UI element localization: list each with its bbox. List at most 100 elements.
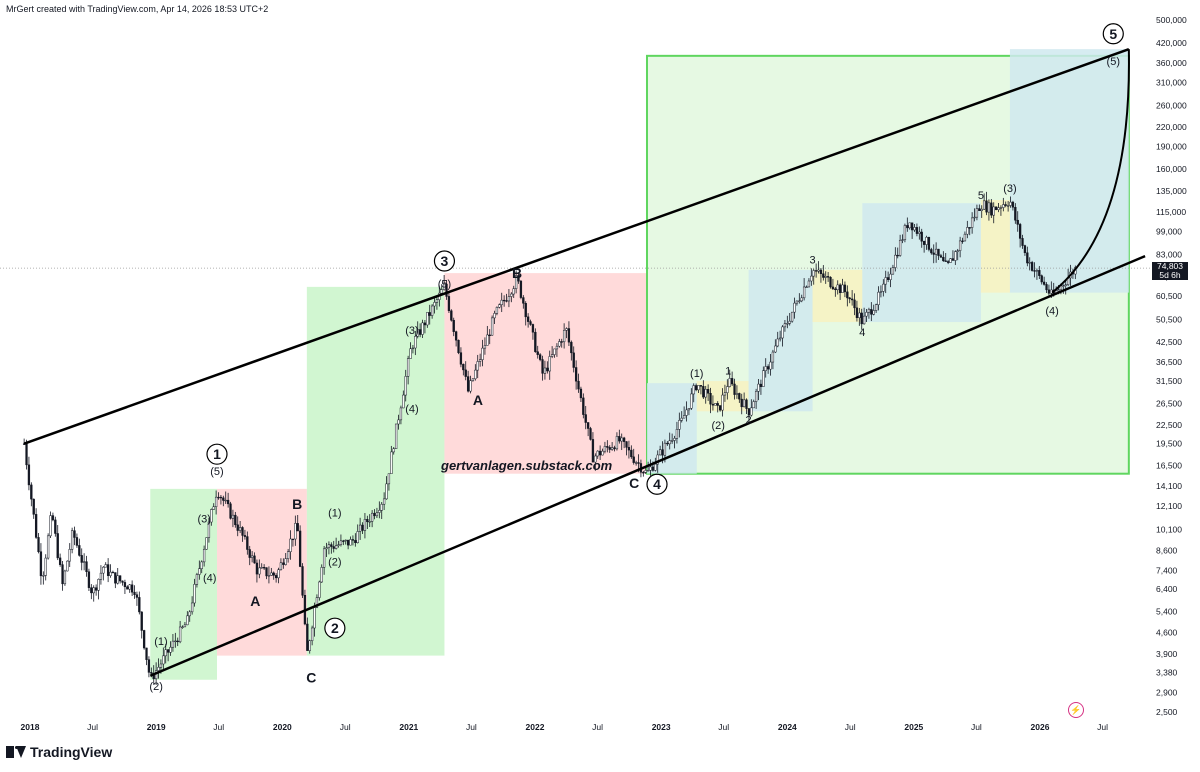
candle-body — [68, 549, 71, 562]
candle-body — [702, 386, 705, 398]
candle-body — [1033, 270, 1036, 272]
candle-body — [601, 450, 604, 456]
candle-body — [524, 303, 527, 318]
candle-body — [342, 540, 345, 542]
wave-label: C — [629, 475, 639, 491]
candle-body — [961, 240, 964, 242]
y-tick-label: 135,000 — [1156, 186, 1187, 196]
candle-body — [54, 519, 57, 534]
candle-body — [195, 574, 199, 585]
candle-body — [879, 291, 883, 293]
candle-body — [534, 331, 537, 352]
candle-body — [1023, 245, 1027, 254]
candle-body — [865, 311, 868, 317]
candle-body — [178, 626, 182, 643]
candle-body — [82, 561, 86, 563]
candle-body — [452, 319, 455, 332]
candle-body — [846, 291, 849, 299]
candle-body — [620, 437, 623, 442]
candle-body — [363, 519, 367, 531]
candle-body — [1011, 201, 1015, 208]
candle-body — [738, 393, 741, 400]
candle-body — [1026, 252, 1029, 264]
candle-body — [565, 328, 568, 331]
candle-body — [61, 564, 64, 585]
candle-body — [790, 311, 794, 322]
candle-body — [421, 322, 424, 335]
candle-body — [973, 216, 976, 219]
candle-body — [757, 383, 760, 392]
candle-body — [512, 288, 515, 295]
candle-body — [685, 409, 688, 416]
candle-body — [409, 348, 412, 359]
wave-label: (1) — [690, 368, 703, 380]
x-tick-label: 2019 — [147, 722, 166, 732]
candle-body — [234, 514, 237, 526]
candle-body — [1009, 201, 1012, 206]
candle-body — [490, 317, 494, 336]
candle-body — [39, 551, 43, 577]
wave-label: (2) — [328, 557, 341, 569]
bar-countdown-tag: 5d 6h — [1152, 271, 1188, 281]
candle-body — [42, 575, 45, 577]
candle-body — [850, 298, 854, 301]
candle-body — [171, 640, 175, 648]
candle-body — [476, 361, 479, 371]
candle-body — [529, 321, 532, 325]
candle-body — [243, 535, 247, 537]
y-tick-label: 310,000 — [1156, 77, 1187, 87]
candle-body — [843, 284, 847, 293]
candle-body — [428, 312, 431, 316]
candle-body — [886, 277, 890, 280]
candle-body — [718, 405, 722, 411]
candle-body — [344, 539, 347, 542]
candle-body — [498, 304, 501, 308]
candle-body — [44, 557, 47, 576]
candle-body — [999, 207, 1003, 209]
candle-body — [404, 376, 407, 396]
candle-body — [1016, 219, 1019, 225]
candle-body — [277, 569, 280, 579]
candle-body — [927, 236, 931, 250]
candle-body — [229, 503, 232, 519]
x-tick-label: 2026 — [1031, 722, 1050, 732]
candle-body — [34, 514, 38, 538]
candle-body — [598, 450, 602, 456]
candle-body — [505, 300, 508, 302]
time-axis[interactable]: 2018 Jul 2019 Jul 2020 Jul 2021 Jul 2022 Jul 2023 J… — [21, 722, 1109, 732]
candle-body — [766, 366, 770, 370]
candle-body — [349, 539, 352, 546]
candle-body — [754, 391, 758, 402]
candle-body — [810, 275, 813, 282]
tradingview-brand[interactable]: TradingView — [6, 744, 112, 760]
candle-body — [649, 466, 652, 471]
candle-body — [200, 561, 203, 569]
y-tick-label: 19,500 — [1156, 439, 1182, 449]
candle-body — [522, 297, 525, 304]
candle-body — [51, 515, 55, 521]
candle-body — [442, 283, 446, 290]
candle-body — [73, 530, 76, 538]
candle-body — [255, 562, 259, 575]
candle-body — [90, 587, 93, 594]
candle-body — [198, 568, 201, 575]
candle-body — [267, 575, 271, 577]
y-tick-label: 6,400 — [1156, 584, 1178, 594]
candle-body — [454, 331, 458, 341]
price-axis[interactable]: 500,000 420,000 360,000 310,000 260,000 220,0… — [1156, 15, 1187, 717]
y-tick-label: 360,000 — [1156, 58, 1187, 68]
candle-body — [646, 470, 650, 472]
flash-icon[interactable]: ⚡ — [1068, 702, 1084, 718]
candle-body — [30, 484, 33, 500]
candle-body — [270, 572, 273, 576]
candle-body — [812, 270, 815, 277]
candle-body — [1047, 289, 1051, 294]
candle-body — [814, 270, 818, 272]
y-tick-label: 5,400 — [1156, 606, 1178, 616]
candle-body — [853, 299, 856, 309]
author-watermark: gertvanlagen.substack.com — [441, 458, 613, 473]
candle-body — [644, 470, 647, 473]
candle-body — [265, 567, 268, 577]
candle-body — [445, 283, 448, 297]
